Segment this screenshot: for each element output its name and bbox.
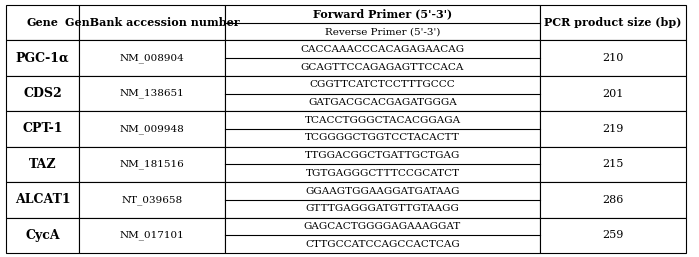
Text: TTGGACGGCTGATTGCTGAG: TTGGACGGCTGATTGCTGAG <box>305 151 460 160</box>
Bar <box>6 5 79 40</box>
Bar <box>6 111 79 147</box>
Text: CycA: CycA <box>25 229 59 242</box>
Text: GAGCACTGGGGAGAAAGGAT: GAGCACTGGGGAGAAAGGAT <box>304 222 461 231</box>
Text: NT_039658: NT_039658 <box>122 195 182 205</box>
Text: NM_181516: NM_181516 <box>120 160 185 169</box>
Bar <box>79 5 225 40</box>
Bar <box>540 147 686 182</box>
Bar <box>79 40 225 76</box>
Bar <box>540 5 686 40</box>
Bar <box>79 218 225 253</box>
Text: CPT-1: CPT-1 <box>22 123 63 135</box>
Bar <box>225 5 540 40</box>
Text: 215: 215 <box>603 159 624 169</box>
Text: 210: 210 <box>603 53 624 63</box>
Text: CACCAAACCCACAGAGAACAG: CACCAAACCCACAGAGAACAG <box>301 45 465 54</box>
Bar <box>79 182 225 218</box>
Text: Gene: Gene <box>27 17 58 28</box>
Text: CTTGCCATCCAGCCACTCAG: CTTGCCATCCAGCCACTCAG <box>305 240 460 249</box>
Text: PGC-1α: PGC-1α <box>15 52 69 65</box>
Bar <box>225 147 540 182</box>
Text: GenBank accession number: GenBank accession number <box>65 17 239 28</box>
Bar <box>225 182 540 218</box>
Bar <box>79 76 225 111</box>
Bar <box>6 40 79 76</box>
Text: GATGACGCACGAGATGGGA: GATGACGCACGAGATGGGA <box>308 98 457 107</box>
Text: PCR product size (bp): PCR product size (bp) <box>545 17 682 28</box>
Text: Forward Primer (5'-3'): Forward Primer (5'-3') <box>313 8 452 19</box>
Text: GCAGTTCCAGAGAGTTCCACA: GCAGTTCCAGAGAGTTCCACA <box>301 62 464 71</box>
Bar <box>225 111 540 147</box>
Bar <box>540 111 686 147</box>
Text: 201: 201 <box>603 89 624 99</box>
Bar <box>6 182 79 218</box>
Text: TCACCTGGGCTACACGGAGA: TCACCTGGGCTACACGGAGA <box>304 116 461 125</box>
Text: TGTGAGGGCTTTCCGCATCT: TGTGAGGGCTTTCCGCATCT <box>305 169 459 178</box>
Bar <box>79 147 225 182</box>
Bar <box>225 40 540 76</box>
Text: NM_017101: NM_017101 <box>120 231 185 240</box>
Text: 219: 219 <box>603 124 624 134</box>
Text: GTTTGAGGGATGTTGTAAGG: GTTTGAGGGATGTTGTAAGG <box>305 204 459 213</box>
Text: 286: 286 <box>603 195 624 205</box>
Text: GGAAGTGGAAGGATGATAAG: GGAAGTGGAAGGATGATAAG <box>305 187 460 196</box>
Bar <box>540 76 686 111</box>
Bar <box>540 218 686 253</box>
Text: NM_008904: NM_008904 <box>120 53 185 63</box>
Bar <box>225 76 540 111</box>
Text: NM_138651: NM_138651 <box>120 89 185 98</box>
Text: CDS2: CDS2 <box>23 87 62 100</box>
Text: ALCAT1: ALCAT1 <box>15 193 70 206</box>
Text: TCGGGGCTGGTCCTACACTT: TCGGGGCTGGTCCTACACTT <box>305 133 460 142</box>
Text: Reverse Primer (5'-3'): Reverse Primer (5'-3') <box>325 27 440 36</box>
Bar <box>6 218 79 253</box>
Text: TAZ: TAZ <box>29 158 56 171</box>
Bar <box>79 111 225 147</box>
Bar <box>225 218 540 253</box>
Bar <box>6 147 79 182</box>
Bar <box>540 182 686 218</box>
Text: NM_009948: NM_009948 <box>120 124 185 134</box>
Text: CGGTTCATCTCCTTTGCCC: CGGTTCATCTCCTTTGCCC <box>310 80 455 89</box>
Bar <box>540 40 686 76</box>
Text: 259: 259 <box>603 230 624 240</box>
Bar <box>6 76 79 111</box>
